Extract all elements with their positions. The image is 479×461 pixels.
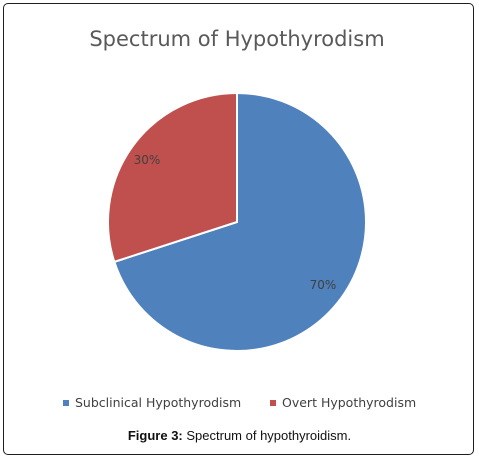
figure-caption-text: Spectrum of hypothyroidism. (182, 428, 352, 443)
legend-swatch-0 (63, 400, 69, 406)
figure-label: Figure 3: (127, 428, 183, 443)
chart-legend: Subclinical Hypothyrodism Overt Hypothyro… (63, 395, 416, 410)
legend-label-0: Subclinical Hypothyrodism (75, 395, 241, 410)
figure-caption: Figure 3: Spectrum of hypothyroidism. (0, 428, 479, 443)
pie-slice-1 (107, 91, 238, 264)
pie-data-labels: 70% 30% (134, 153, 337, 292)
pie-data-label-0: 70% (310, 278, 337, 292)
pie-data-label-1: 30% (134, 153, 161, 167)
pie-slices (107, 91, 367, 352)
legend-swatch-1 (270, 400, 276, 406)
pie-slice-0 (113, 91, 367, 352)
legend-label-1: Overt Hypothyrodism (282, 395, 416, 410)
chart-title: Spectrum of Hypothyrodism (89, 27, 384, 51)
